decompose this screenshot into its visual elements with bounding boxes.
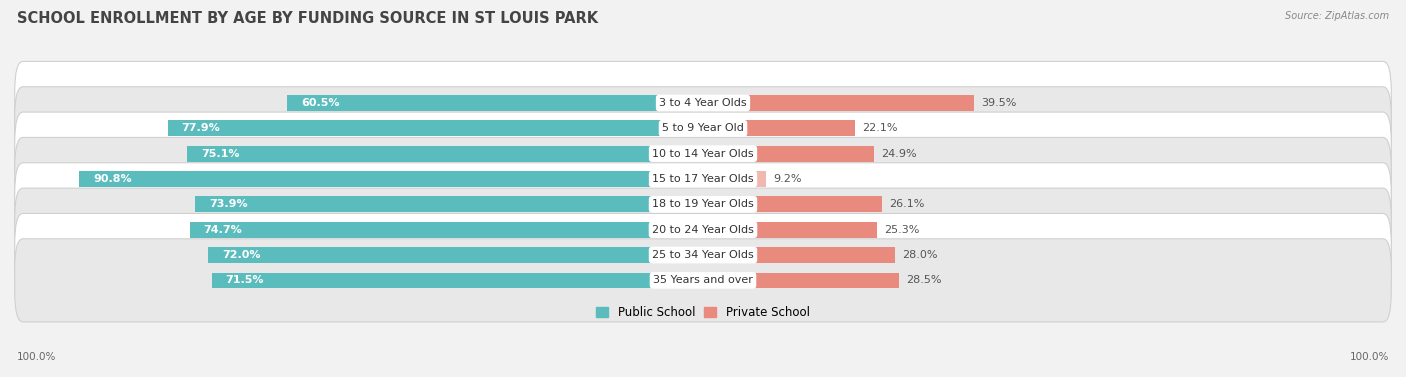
Text: 100.0%: 100.0% xyxy=(17,352,56,362)
Text: 20 to 24 Year Olds: 20 to 24 Year Olds xyxy=(652,225,754,234)
Text: 35 Years and over: 35 Years and over xyxy=(652,275,754,285)
Text: 24.9%: 24.9% xyxy=(882,149,917,159)
Text: 25 to 34 Year Olds: 25 to 34 Year Olds xyxy=(652,250,754,260)
Text: 90.8%: 90.8% xyxy=(93,174,132,184)
Bar xyxy=(208,247,703,263)
Text: 26.1%: 26.1% xyxy=(889,199,925,209)
Bar xyxy=(703,146,875,161)
Text: 72.0%: 72.0% xyxy=(222,250,260,260)
Text: 15 to 17 Year Olds: 15 to 17 Year Olds xyxy=(652,174,754,184)
Bar xyxy=(703,95,974,111)
Text: 39.5%: 39.5% xyxy=(981,98,1017,108)
FancyBboxPatch shape xyxy=(14,112,1392,195)
Bar xyxy=(287,95,703,111)
FancyBboxPatch shape xyxy=(14,213,1392,297)
Text: 73.9%: 73.9% xyxy=(209,199,247,209)
Text: 10 to 14 Year Olds: 10 to 14 Year Olds xyxy=(652,149,754,159)
Text: 100.0%: 100.0% xyxy=(1350,352,1389,362)
FancyBboxPatch shape xyxy=(14,163,1392,246)
Bar xyxy=(703,247,896,263)
Text: Source: ZipAtlas.com: Source: ZipAtlas.com xyxy=(1285,11,1389,21)
Text: 18 to 19 Year Olds: 18 to 19 Year Olds xyxy=(652,199,754,209)
Bar xyxy=(195,196,703,212)
Text: 9.2%: 9.2% xyxy=(773,174,801,184)
Text: 77.9%: 77.9% xyxy=(181,123,221,133)
Bar xyxy=(703,196,883,212)
Text: 28.0%: 28.0% xyxy=(903,250,938,260)
Text: 60.5%: 60.5% xyxy=(301,98,340,108)
Text: 28.5%: 28.5% xyxy=(905,275,941,285)
Text: 5 to 9 Year Old: 5 to 9 Year Old xyxy=(662,123,744,133)
Bar xyxy=(212,273,703,288)
FancyBboxPatch shape xyxy=(14,87,1392,170)
Bar xyxy=(703,121,855,136)
FancyBboxPatch shape xyxy=(14,239,1392,322)
Bar xyxy=(79,171,703,187)
Text: 75.1%: 75.1% xyxy=(201,149,239,159)
FancyBboxPatch shape xyxy=(14,188,1392,271)
Text: SCHOOL ENROLLMENT BY AGE BY FUNDING SOURCE IN ST LOUIS PARK: SCHOOL ENROLLMENT BY AGE BY FUNDING SOUR… xyxy=(17,11,598,26)
Bar xyxy=(190,222,703,238)
Text: 25.3%: 25.3% xyxy=(883,225,920,234)
Legend: Public School, Private School: Public School, Private School xyxy=(592,301,814,323)
Bar xyxy=(167,121,703,136)
FancyBboxPatch shape xyxy=(14,138,1392,221)
Text: 74.7%: 74.7% xyxy=(204,225,242,234)
FancyBboxPatch shape xyxy=(14,61,1392,144)
Bar xyxy=(703,171,766,187)
Bar xyxy=(703,273,898,288)
Text: 71.5%: 71.5% xyxy=(225,275,264,285)
Text: 3 to 4 Year Olds: 3 to 4 Year Olds xyxy=(659,98,747,108)
Text: 22.1%: 22.1% xyxy=(862,123,897,133)
Bar xyxy=(703,222,877,238)
Bar xyxy=(187,146,703,161)
